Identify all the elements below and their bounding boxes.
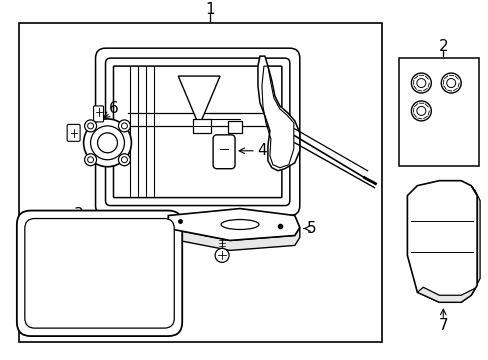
Ellipse shape — [221, 220, 259, 229]
Bar — [193, 119, 211, 133]
Circle shape — [87, 157, 93, 163]
FancyBboxPatch shape — [213, 135, 235, 169]
Text: 1: 1 — [205, 2, 215, 17]
Circle shape — [83, 119, 131, 167]
FancyBboxPatch shape — [67, 125, 80, 141]
Polygon shape — [470, 186, 479, 295]
Circle shape — [416, 78, 425, 87]
Text: 6: 6 — [108, 102, 118, 116]
Text: 5: 5 — [306, 221, 316, 236]
Bar — [399, 58, 478, 166]
Circle shape — [215, 248, 228, 262]
Polygon shape — [178, 76, 220, 126]
Circle shape — [118, 120, 130, 132]
Circle shape — [84, 154, 97, 166]
FancyBboxPatch shape — [17, 211, 182, 336]
Circle shape — [87, 123, 93, 129]
Circle shape — [416, 107, 425, 116]
Circle shape — [446, 78, 455, 87]
Polygon shape — [168, 228, 299, 251]
FancyBboxPatch shape — [25, 219, 174, 328]
Circle shape — [410, 101, 430, 121]
Circle shape — [84, 120, 97, 132]
Polygon shape — [416, 287, 474, 302]
Polygon shape — [407, 181, 476, 302]
Circle shape — [121, 123, 127, 129]
Text: 2: 2 — [438, 39, 447, 54]
Text: 7: 7 — [438, 318, 447, 333]
Bar — [227, 121, 242, 133]
Text: 3: 3 — [74, 207, 83, 222]
Circle shape — [121, 157, 127, 163]
Circle shape — [118, 154, 130, 166]
Circle shape — [440, 73, 460, 93]
Circle shape — [410, 73, 430, 93]
Polygon shape — [258, 56, 299, 171]
FancyBboxPatch shape — [93, 106, 103, 122]
Circle shape — [90, 126, 124, 160]
Circle shape — [97, 133, 117, 153]
Polygon shape — [168, 208, 299, 240]
Text: 4: 4 — [257, 143, 266, 158]
Bar — [19, 23, 382, 342]
